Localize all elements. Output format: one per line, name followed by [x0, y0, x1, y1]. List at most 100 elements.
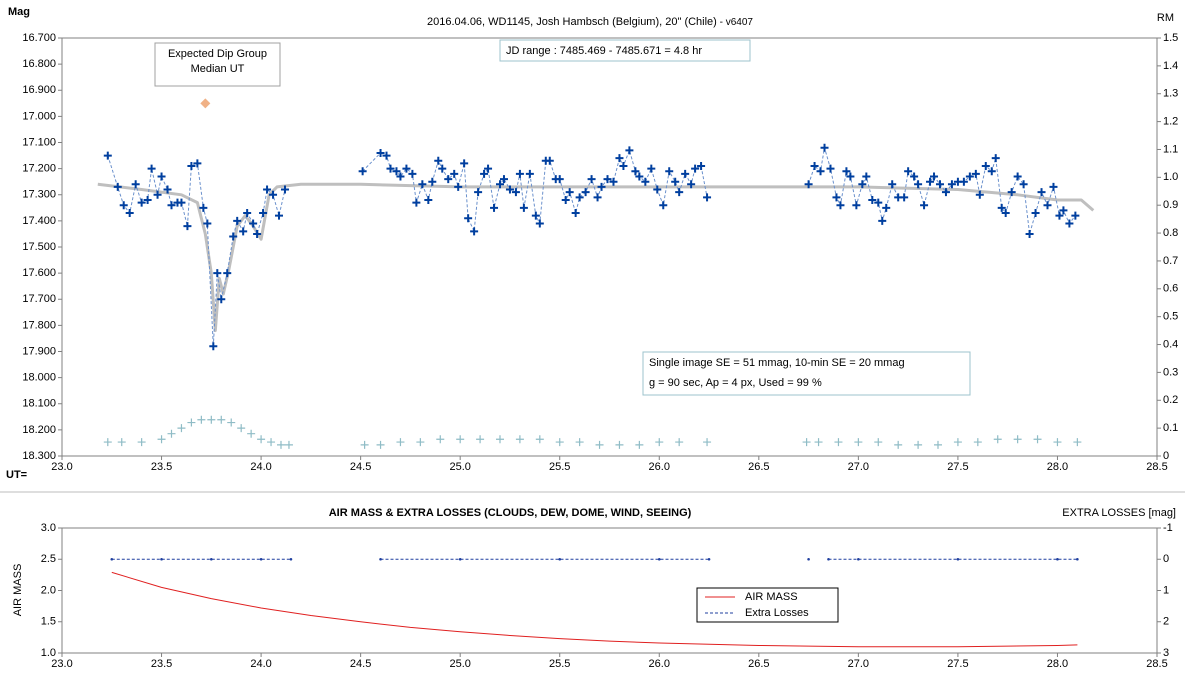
- data-point: [263, 185, 272, 194]
- data-point: [862, 172, 871, 181]
- data-point: [555, 175, 564, 184]
- data-point: [147, 164, 156, 173]
- data-point: [259, 209, 268, 218]
- data-point: [412, 198, 421, 207]
- dip-marker: [200, 98, 211, 109]
- data-point: [615, 154, 624, 163]
- data-point: [565, 188, 574, 197]
- data-point: [619, 162, 628, 171]
- y-tick-label: 17.200: [22, 163, 56, 175]
- data-point: [434, 156, 443, 165]
- x-tick-label: 25.5: [549, 461, 570, 473]
- x-tick-label: 24.5: [350, 461, 371, 473]
- data-point: [1037, 188, 1046, 197]
- data-point: [237, 424, 246, 433]
- data-point: [878, 216, 887, 225]
- x-tick-label: 28.0: [1047, 658, 1068, 670]
- data-point: [227, 418, 236, 427]
- y-tick-label: 17.800: [22, 319, 56, 331]
- data-point: [505, 185, 514, 194]
- chart-title: AIR MASS & EXTRA LOSSES (CLOUDS, DEW, DO…: [329, 507, 692, 519]
- y2-tick-label: 0.7: [1163, 255, 1178, 267]
- annotation-box: [154, 42, 281, 87]
- data-point: [515, 169, 524, 178]
- data-point: [681, 169, 690, 178]
- data-point: [987, 167, 996, 176]
- y2-tick-label: 3: [1163, 647, 1169, 659]
- y-tick-label: 17.500: [22, 241, 56, 253]
- data-point: [993, 435, 1002, 444]
- data-point: [826, 164, 835, 173]
- data-point: [1019, 180, 1028, 189]
- x-tick-label: 27.5: [947, 461, 968, 473]
- data-point: [1033, 435, 1042, 444]
- data-point: [217, 295, 226, 304]
- data-point: [1007, 188, 1016, 197]
- data-point: [953, 438, 962, 447]
- data-point: [253, 229, 262, 238]
- data-point: [816, 167, 825, 176]
- x-axis-label: UT=: [6, 469, 27, 481]
- y-axis-label: AIR MASS: [12, 564, 24, 617]
- data-point: [975, 190, 984, 199]
- data-point: [935, 180, 944, 189]
- data-point: [832, 193, 841, 202]
- data-point: [167, 201, 176, 210]
- data-point: [836, 201, 845, 210]
- data-point: [814, 438, 823, 447]
- legend-label: Extra Losses: [745, 607, 809, 619]
- data-point: [402, 164, 411, 173]
- data-point: [810, 162, 819, 171]
- data-point: [647, 164, 656, 173]
- data-point: [947, 180, 956, 189]
- x-tick-label: 25.0: [449, 658, 470, 670]
- data-point: [213, 269, 222, 278]
- data-point: [575, 438, 584, 447]
- data-point: [117, 438, 126, 447]
- data-point: [125, 209, 134, 218]
- data-point: [209, 342, 218, 351]
- data-point: [631, 167, 640, 176]
- data-point: [160, 557, 163, 561]
- data-point: [625, 146, 634, 155]
- data-point: [103, 151, 112, 160]
- data-point: [615, 440, 624, 449]
- data-point: [386, 164, 395, 173]
- data-point: [1065, 219, 1074, 228]
- data-point: [280, 185, 289, 194]
- title-version: - v6407: [717, 17, 754, 28]
- data-point: [277, 440, 285, 449]
- data-point: [558, 557, 562, 561]
- data-point: [802, 438, 811, 447]
- data-point: [1073, 438, 1082, 447]
- x-tick-label: 27.0: [848, 461, 869, 473]
- x-tick-label: 25.5: [549, 658, 570, 670]
- data-point: [641, 177, 650, 186]
- data-point: [834, 438, 843, 447]
- data-point: [587, 175, 596, 184]
- x-tick-label: 28.0: [1047, 461, 1068, 473]
- data-point: [131, 180, 140, 189]
- data-point: [914, 440, 923, 449]
- data-point: [1031, 209, 1040, 218]
- data-point: [187, 162, 196, 171]
- data-point: [820, 143, 829, 152]
- y-tick-label: 17.600: [22, 267, 56, 279]
- y2-axis-label: EXTRA LOSSES [mag]: [1062, 507, 1176, 519]
- x-tick-label: 28.5: [1146, 461, 1167, 473]
- data-point: [143, 195, 152, 204]
- data-point: [1076, 557, 1079, 561]
- data-point: [137, 198, 146, 207]
- y-tick-label: 16.700: [22, 32, 56, 44]
- data-point: [914, 180, 923, 189]
- data-point: [575, 193, 584, 202]
- data-point: [852, 201, 861, 210]
- data-point: [511, 188, 520, 197]
- y-tick-label: 2.5: [41, 553, 56, 565]
- data-point: [934, 440, 942, 449]
- annotation-text: Median UT: [191, 63, 245, 75]
- data-point: [476, 435, 485, 444]
- annotation-text: JD range : 7485.469 - 7485.671 = 4.8 hr: [506, 45, 702, 57]
- title-main: 2016.04.06, WD1145, Josh Hambsch (Belgiu…: [427, 16, 717, 28]
- x-tick-label: 23.0: [51, 461, 72, 473]
